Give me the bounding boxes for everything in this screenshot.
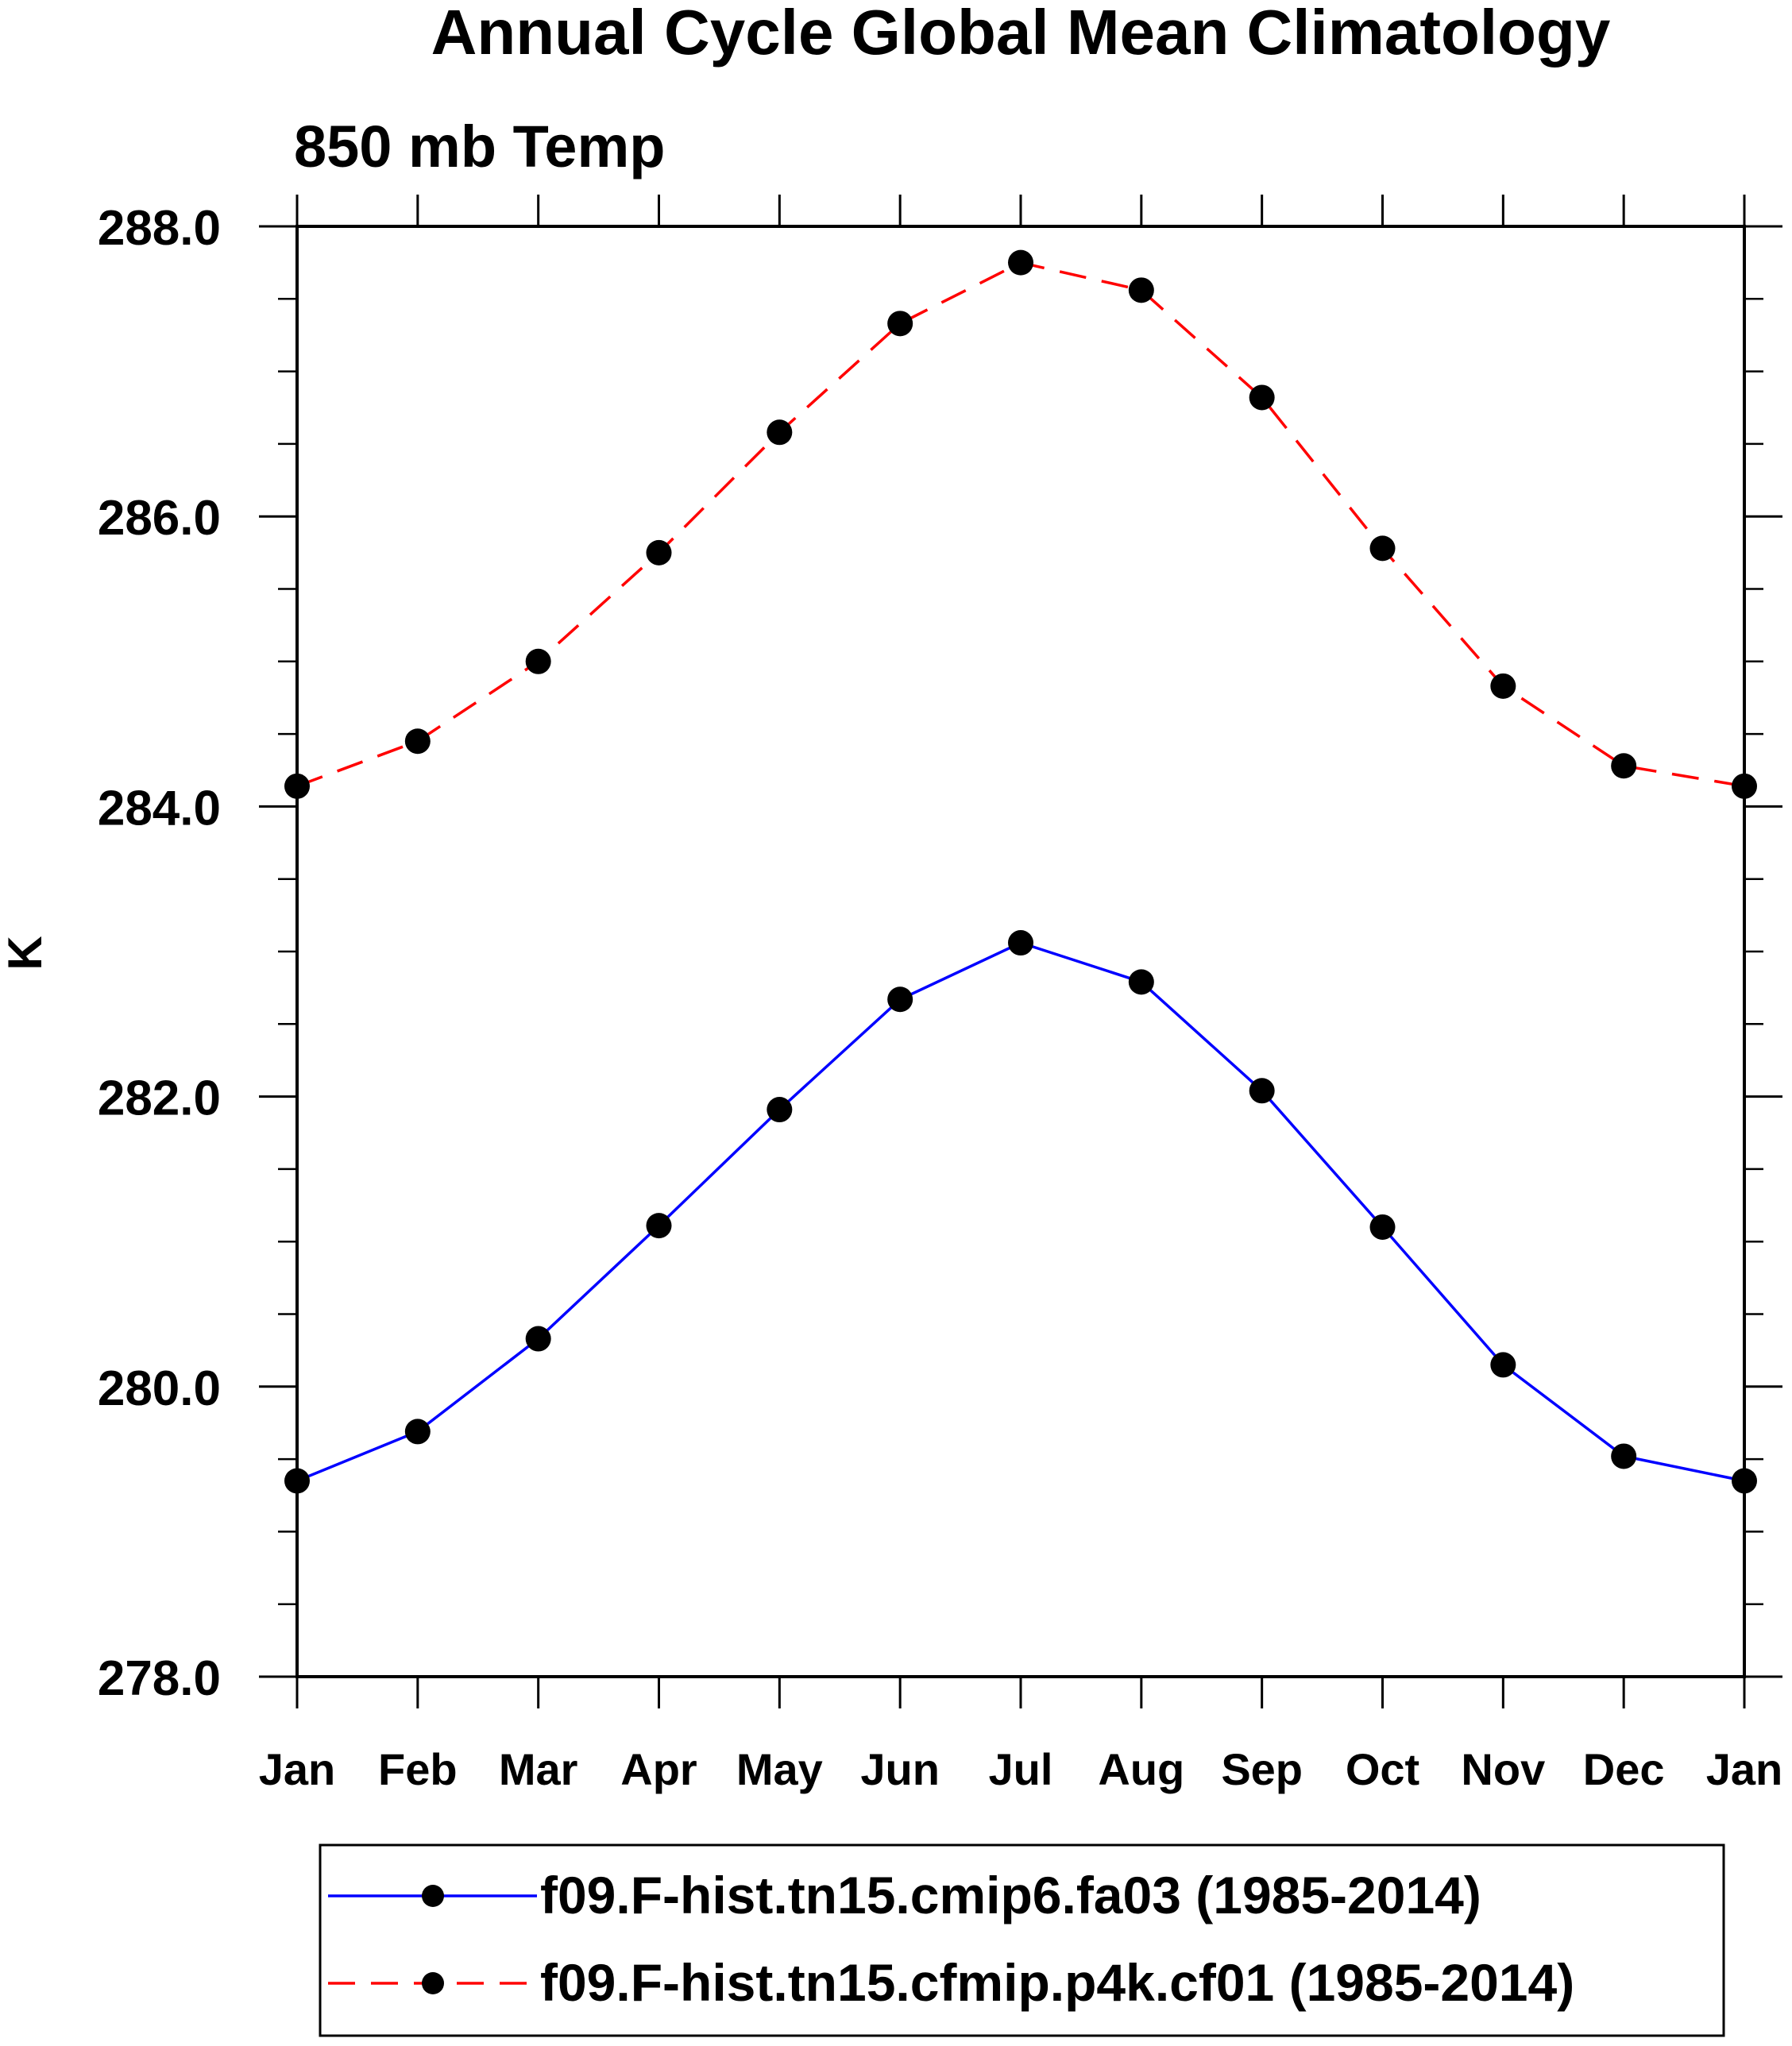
data-point-series-2 bbox=[1128, 277, 1154, 303]
legend-box bbox=[319, 1843, 1725, 2037]
data-point-series-2 bbox=[525, 648, 551, 674]
x-tick-label: Jan bbox=[259, 1744, 336, 1794]
x-tick-label: Feb bbox=[378, 1744, 458, 1794]
x-tick-label: Jul bbox=[989, 1744, 1053, 1794]
series-line-1 bbox=[296, 941, 1745, 1483]
legend-label-series-2: f09.F-hist.tn15.cfmip.p4k.cf01 (1985-201… bbox=[540, 1953, 1574, 2012]
y-axis-label: K bbox=[0, 936, 52, 970]
x-tick-label: Apr bbox=[620, 1744, 697, 1794]
data-point-series-2 bbox=[404, 728, 431, 755]
data-point-series-1 bbox=[1490, 1352, 1516, 1378]
legend-label-series-1: f09.F-hist.tn15.cmip6.fa03 (1985-2014) bbox=[540, 1866, 1481, 1924]
plot-marks: Jan Feb Mar Apr May Jun Jul Aug Sep Oct Nov Dec Jan 2… bbox=[98, 195, 1782, 1794]
data-point-series-2 bbox=[767, 419, 793, 446]
x-tick-label: Dec bbox=[1583, 1744, 1665, 1794]
chart-title: Annual Cycle Global Mean Climatology bbox=[431, 0, 1611, 68]
y-tick-label: 284.0 bbox=[98, 781, 221, 836]
x-tick-label: Sep bbox=[1221, 1744, 1303, 1794]
x-tick-label: Aug bbox=[1098, 1744, 1184, 1794]
data-point-series-2 bbox=[1249, 384, 1275, 411]
data-point-series-2 bbox=[1611, 753, 1637, 779]
data-point-series-2 bbox=[887, 311, 913, 337]
x-tick-label: Nov bbox=[1461, 1744, 1545, 1794]
x-tick-label: Jun bbox=[860, 1744, 940, 1794]
x-tick-label: Mar bbox=[499, 1744, 578, 1794]
data-point-series-1 bbox=[404, 1419, 431, 1445]
data-point-series-1 bbox=[1249, 1078, 1275, 1104]
data-point-series-2 bbox=[1490, 673, 1516, 699]
y-tick-label: 288.0 bbox=[98, 201, 221, 256]
legend-marker-series-1 bbox=[422, 1885, 444, 1907]
y-tick-label: 280.0 bbox=[98, 1361, 221, 1416]
data-point-series-1 bbox=[1008, 930, 1033, 956]
x-tick-label: Oct bbox=[1346, 1744, 1419, 1794]
plot-frame bbox=[295, 225, 1746, 1678]
data-point-series-1 bbox=[525, 1326, 551, 1352]
data-point-series-1 bbox=[1611, 1443, 1637, 1469]
y-tick-label: 278.0 bbox=[98, 1651, 221, 1706]
data-point-series-1 bbox=[646, 1213, 672, 1239]
series-line-2 bbox=[296, 261, 1745, 788]
data-point-series-1 bbox=[1128, 969, 1154, 995]
chart-subtitle: 850 mb Temp bbox=[294, 114, 665, 180]
y-tick-label: 282.0 bbox=[98, 1071, 221, 1126]
data-point-series-2 bbox=[1369, 535, 1396, 562]
data-point-series-1 bbox=[887, 986, 913, 1013]
data-point-series-1 bbox=[767, 1097, 793, 1123]
legend-marker-series-2 bbox=[422, 1972, 444, 1994]
legend: f09.F-hist.tn15.cmip6.fa03 (1985-2014) f… bbox=[319, 1843, 1725, 2037]
data-point-series-1 bbox=[1369, 1214, 1396, 1240]
x-tick-label: Jan bbox=[1706, 1744, 1783, 1794]
data-point-series-2 bbox=[646, 539, 672, 566]
x-tick-label: May bbox=[736, 1744, 823, 1794]
y-tick-label: 286.0 bbox=[98, 491, 221, 546]
data-point-series-2 bbox=[1008, 249, 1033, 276]
